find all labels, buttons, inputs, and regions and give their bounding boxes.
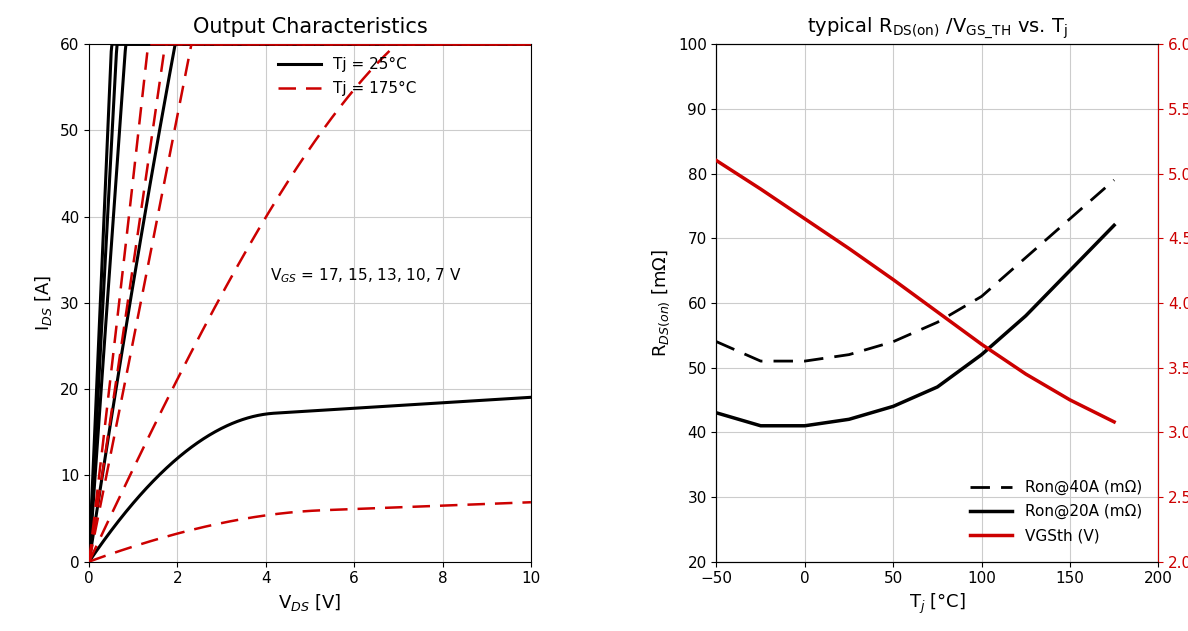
Legend: Ron@40A (mΩ), Ron@20A (mΩ), VGSth (V): Ron@40A (mΩ), Ron@20A (mΩ), VGSth (V): [969, 480, 1142, 543]
Y-axis label: R$_{DS(on)}$ [mΩ]: R$_{DS(on)}$ [mΩ]: [651, 249, 672, 357]
Y-axis label: I$_{DS}$ [A]: I$_{DS}$ [A]: [33, 274, 55, 331]
X-axis label: T$_j$ [°C]: T$_j$ [°C]: [909, 592, 966, 616]
Legend: Tj = 25°C, Tj = 175°C: Tj = 25°C, Tj = 175°C: [278, 57, 416, 96]
Title: Output Characteristics: Output Characteristics: [192, 17, 428, 37]
Text: V$_{GS}$ = 17, 15, 13, 10, 7 V: V$_{GS}$ = 17, 15, 13, 10, 7 V: [270, 267, 462, 285]
Title: typical R$_{\rm DS(on)}$ /V$_{\rm GS\_TH}$ vs. T$_{\rm j}$: typical R$_{\rm DS(on)}$ /V$_{\rm GS\_TH…: [807, 16, 1068, 42]
X-axis label: V$_{DS}$ [V]: V$_{DS}$ [V]: [278, 592, 342, 613]
